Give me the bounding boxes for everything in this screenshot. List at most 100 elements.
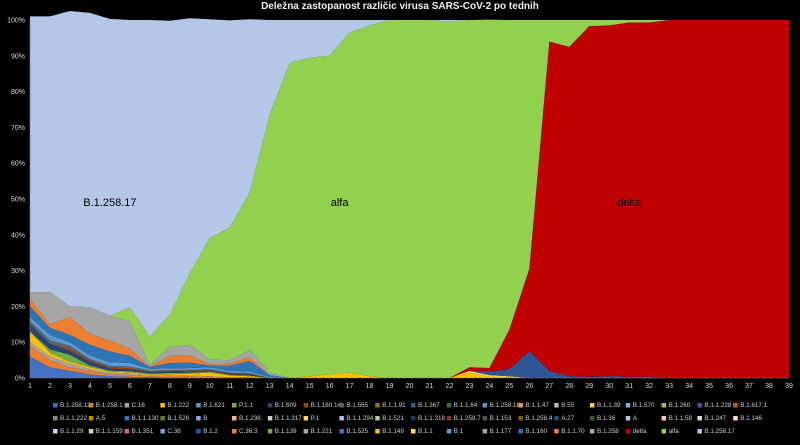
x-tick-label: 13 [266, 383, 274, 390]
legend-swatch [88, 403, 94, 408]
legend-item-b: B [196, 415, 207, 422]
legend-label: B.1.1.294 [346, 415, 373, 422]
legend-label: B.1.1.91 [382, 402, 406, 409]
legend-swatch [160, 403, 165, 408]
legend-item-b-1-1-29: B.1.1.29 [53, 428, 84, 435]
x-tick-label: 22 [446, 383, 454, 390]
chart-title: Deležna zastopanost različic virusa SARS… [261, 1, 539, 12]
legend-label: A.27 [561, 415, 574, 422]
y-tick-label: 100% [7, 18, 25, 25]
legend-label: B.1.1.318 [418, 415, 445, 422]
legend-item-delta: delta [625, 428, 647, 435]
legend-item-b-1-258-17: B.1.258.17 [697, 428, 735, 435]
legend-swatch [625, 416, 631, 421]
x-tick-label: 25 [505, 383, 513, 390]
legend-label: B.1.160 [525, 428, 547, 435]
legend-label: B [203, 415, 207, 422]
legend-swatch [411, 403, 416, 408]
legend-label: A [633, 415, 638, 422]
legend-label: P.1 [311, 415, 320, 422]
x-tick-label: 11 [226, 383, 233, 390]
y-tick-label: 50% [11, 197, 25, 204]
x-tick-label: 8 [168, 383, 172, 390]
legend-label: B.1.1.29 [60, 428, 84, 435]
x-tick-label: 7 [148, 383, 152, 390]
legend-swatch [590, 416, 595, 421]
legend-item-b-1-1-91: B.1.1.91 [375, 402, 406, 409]
legend-label: B.1.258 [597, 428, 619, 435]
legend-label: C.36 [167, 428, 181, 435]
legend-swatch [482, 416, 488, 421]
x-tick-label: 18 [366, 383, 374, 390]
legend-label: B.1.177 [490, 428, 512, 435]
legend-label: B.1.1.58 [669, 415, 693, 422]
y-tick-label: 40% [11, 232, 25, 239]
legend-swatch [661, 429, 667, 434]
legend-item-b-1-146: B.1.146 [733, 415, 762, 422]
legend-item-b-1-1-318: B.1.1.318 [411, 415, 445, 422]
legend-swatch [590, 403, 595, 408]
legend-swatch [303, 429, 309, 434]
x-tick-label: 16 [326, 383, 334, 390]
legend-item-b-1-1-130: B.1.1.130 [124, 415, 159, 422]
legend-swatch [518, 403, 523, 408]
x-tick-label: 20 [406, 383, 414, 390]
legend-item-b-1-258-12: B.1.258.12 [53, 402, 91, 409]
legend-label: B.1.1.70 [561, 428, 585, 435]
legend-label: B.1.221 [311, 428, 333, 435]
legend-swatch [267, 416, 273, 421]
legend-label: B.1.222 [167, 402, 189, 409]
plot-areas [30, 11, 789, 378]
annotation-label: delta [617, 197, 642, 209]
legend-swatch [733, 403, 738, 408]
legend-swatch [53, 403, 58, 408]
legend-item-b-1-1-64: B.1.1.64 [446, 402, 478, 409]
legend-label: B.1.258.12 [60, 402, 91, 409]
y-tick-label: 10% [11, 340, 25, 347]
legend-label: C.16 [132, 402, 146, 409]
x-tick-label: 24 [485, 383, 493, 390]
legend-label: B.1.258.1 [96, 402, 123, 409]
legend-item-c-16: C.16 [124, 402, 146, 409]
legend-swatch [625, 403, 631, 408]
legend-item-b-1-1-159: B.1.1.159 [88, 428, 123, 435]
legend-label: B.1.146 [740, 415, 762, 422]
legend-label: B.1 [454, 428, 464, 435]
y-axis: 0% 10% 20% 30% 40% 50% 60% 70% 80% 90% 100% [7, 18, 31, 383]
legend-item-b-1-221: B.1.221 [303, 428, 333, 435]
legend-item-b-1-153: B.1.153 [482, 415, 512, 422]
legend-swatch [375, 416, 380, 421]
x-tick-label: 39 [785, 383, 793, 390]
legend-swatch [518, 429, 523, 434]
x-tick-label: 4 [88, 383, 92, 390]
y-tick-label: 0% [15, 376, 25, 383]
legend-item-b-1-139: B.1.139 [267, 428, 297, 435]
legend-swatch [267, 403, 273, 408]
legend-item-b-1-1-317: B.1.1.317 [267, 415, 302, 422]
legend-label: B.1.1.228 [704, 402, 731, 409]
legend-item-p-1: P.1 [303, 415, 320, 422]
x-tick-label: 1 [28, 383, 32, 390]
legend-item-b-1-1-39: B.1.1.39 [590, 402, 621, 409]
legend-label: B.1.247 [704, 415, 726, 422]
legend-item-b-1-1-58: B.1.1.58 [661, 415, 693, 422]
y-tick-label: 70% [11, 125, 25, 132]
legend-swatch [482, 429, 488, 434]
legend-swatch [625, 429, 631, 434]
y-tick-label: 90% [11, 53, 25, 60]
legend-swatch [53, 416, 58, 421]
x-tick-label: 36 [725, 383, 733, 390]
x-tick-label: 34 [685, 383, 693, 390]
legend-swatch [124, 416, 130, 421]
legend-label: B.55 [561, 402, 574, 409]
legend-swatch [446, 429, 452, 434]
legend-item-b-1-36: B.1.36 [590, 415, 616, 422]
legend-swatch [697, 403, 702, 408]
legend-item-b-1-525: B.1.525 [339, 428, 369, 435]
legend-swatch [160, 429, 165, 434]
y-tick-label: 60% [11, 161, 25, 168]
y-tick-label: 80% [11, 89, 25, 96]
legend-item-b-1-247: B.1.247 [697, 415, 727, 422]
